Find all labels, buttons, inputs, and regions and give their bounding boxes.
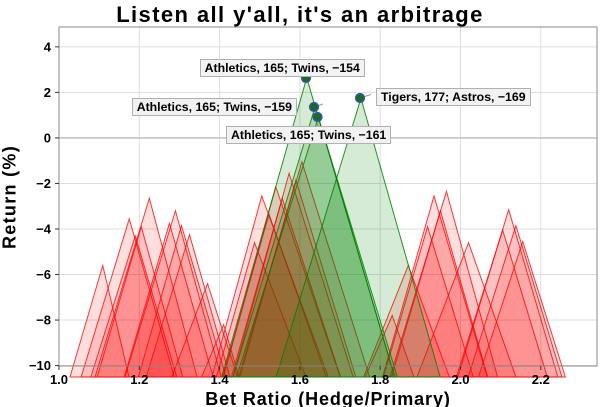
svg-text:0: 0 [44, 130, 51, 145]
svg-text:1.6: 1.6 [291, 372, 309, 387]
svg-text:1.0: 1.0 [50, 372, 68, 387]
svg-text:−2: −2 [36, 176, 51, 191]
svg-text:2.0: 2.0 [451, 372, 469, 387]
svg-text:−8: −8 [36, 313, 51, 328]
svg-text:4: 4 [44, 39, 52, 54]
svg-text:2: 2 [44, 85, 51, 100]
svg-text:1.8: 1.8 [371, 372, 389, 387]
svg-text:−10: −10 [29, 358, 51, 373]
svg-text:−6: −6 [36, 267, 51, 282]
svg-text:1.2: 1.2 [130, 372, 148, 387]
svg-text:2.2: 2.2 [532, 372, 550, 387]
svg-text:−4: −4 [36, 221, 52, 236]
svg-text:1.4: 1.4 [211, 372, 230, 387]
